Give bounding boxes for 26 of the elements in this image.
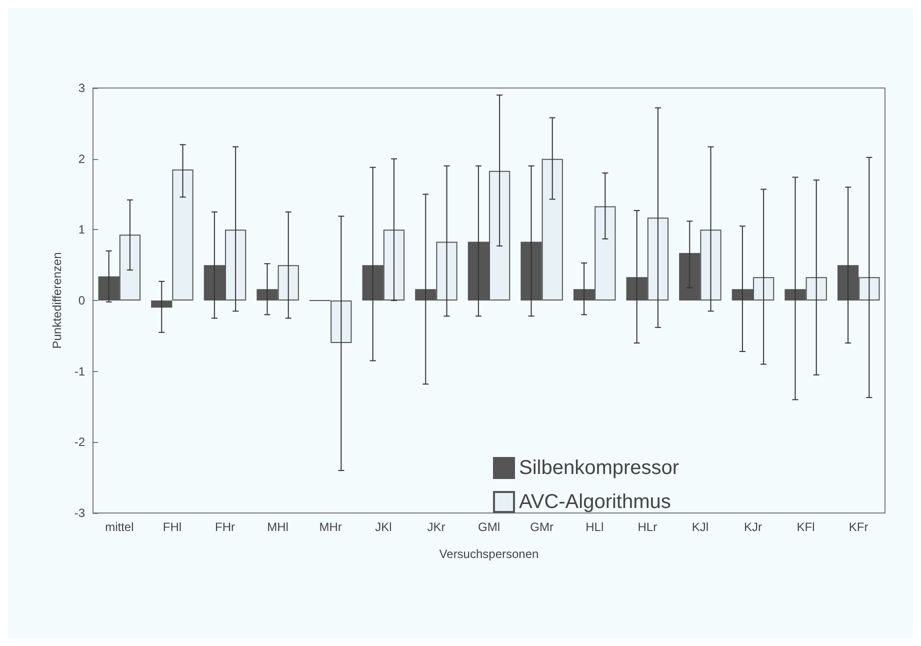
y-tick-label: -1 bbox=[74, 364, 86, 378]
x-tick-label: KFl bbox=[796, 520, 815, 534]
x-tick-label: GMr bbox=[530, 520, 554, 534]
x-axis-title: Versuchspersonen bbox=[439, 547, 539, 561]
x-tick-label: HLr bbox=[638, 520, 658, 534]
x-tick-label: JKr bbox=[427, 520, 446, 534]
legend-label: AVC-Algorithmus bbox=[519, 491, 671, 513]
x-tick-label: KJr bbox=[744, 520, 762, 534]
x-tick-label: KFr bbox=[848, 520, 868, 534]
legend-label: Silbenkompressor bbox=[519, 457, 680, 479]
x-tick-label: HLl bbox=[586, 520, 604, 534]
y-tick-label: 0 bbox=[78, 294, 86, 308]
y-tick-label: 1 bbox=[78, 222, 86, 237]
x-tick-label: JKl bbox=[375, 520, 392, 534]
y-axis-title: Punktedifferenzen bbox=[50, 252, 64, 349]
x-tick-label: FHl bbox=[162, 520, 182, 534]
x-tick-label: mittel bbox=[105, 520, 134, 534]
x-tick-label: MHr bbox=[319, 520, 342, 534]
y-tick-label: -3 bbox=[74, 506, 86, 520]
y-tick-label: 3 bbox=[78, 81, 86, 95]
x-tick-label: MHl bbox=[267, 520, 288, 534]
x-tick-label: FHr bbox=[215, 520, 235, 534]
x-tick-label: GMl bbox=[478, 520, 500, 534]
x-tick-label: KJl bbox=[692, 520, 709, 534]
y-tick-label: -2 bbox=[74, 435, 86, 450]
y-tick-label: 2 bbox=[78, 152, 86, 166]
